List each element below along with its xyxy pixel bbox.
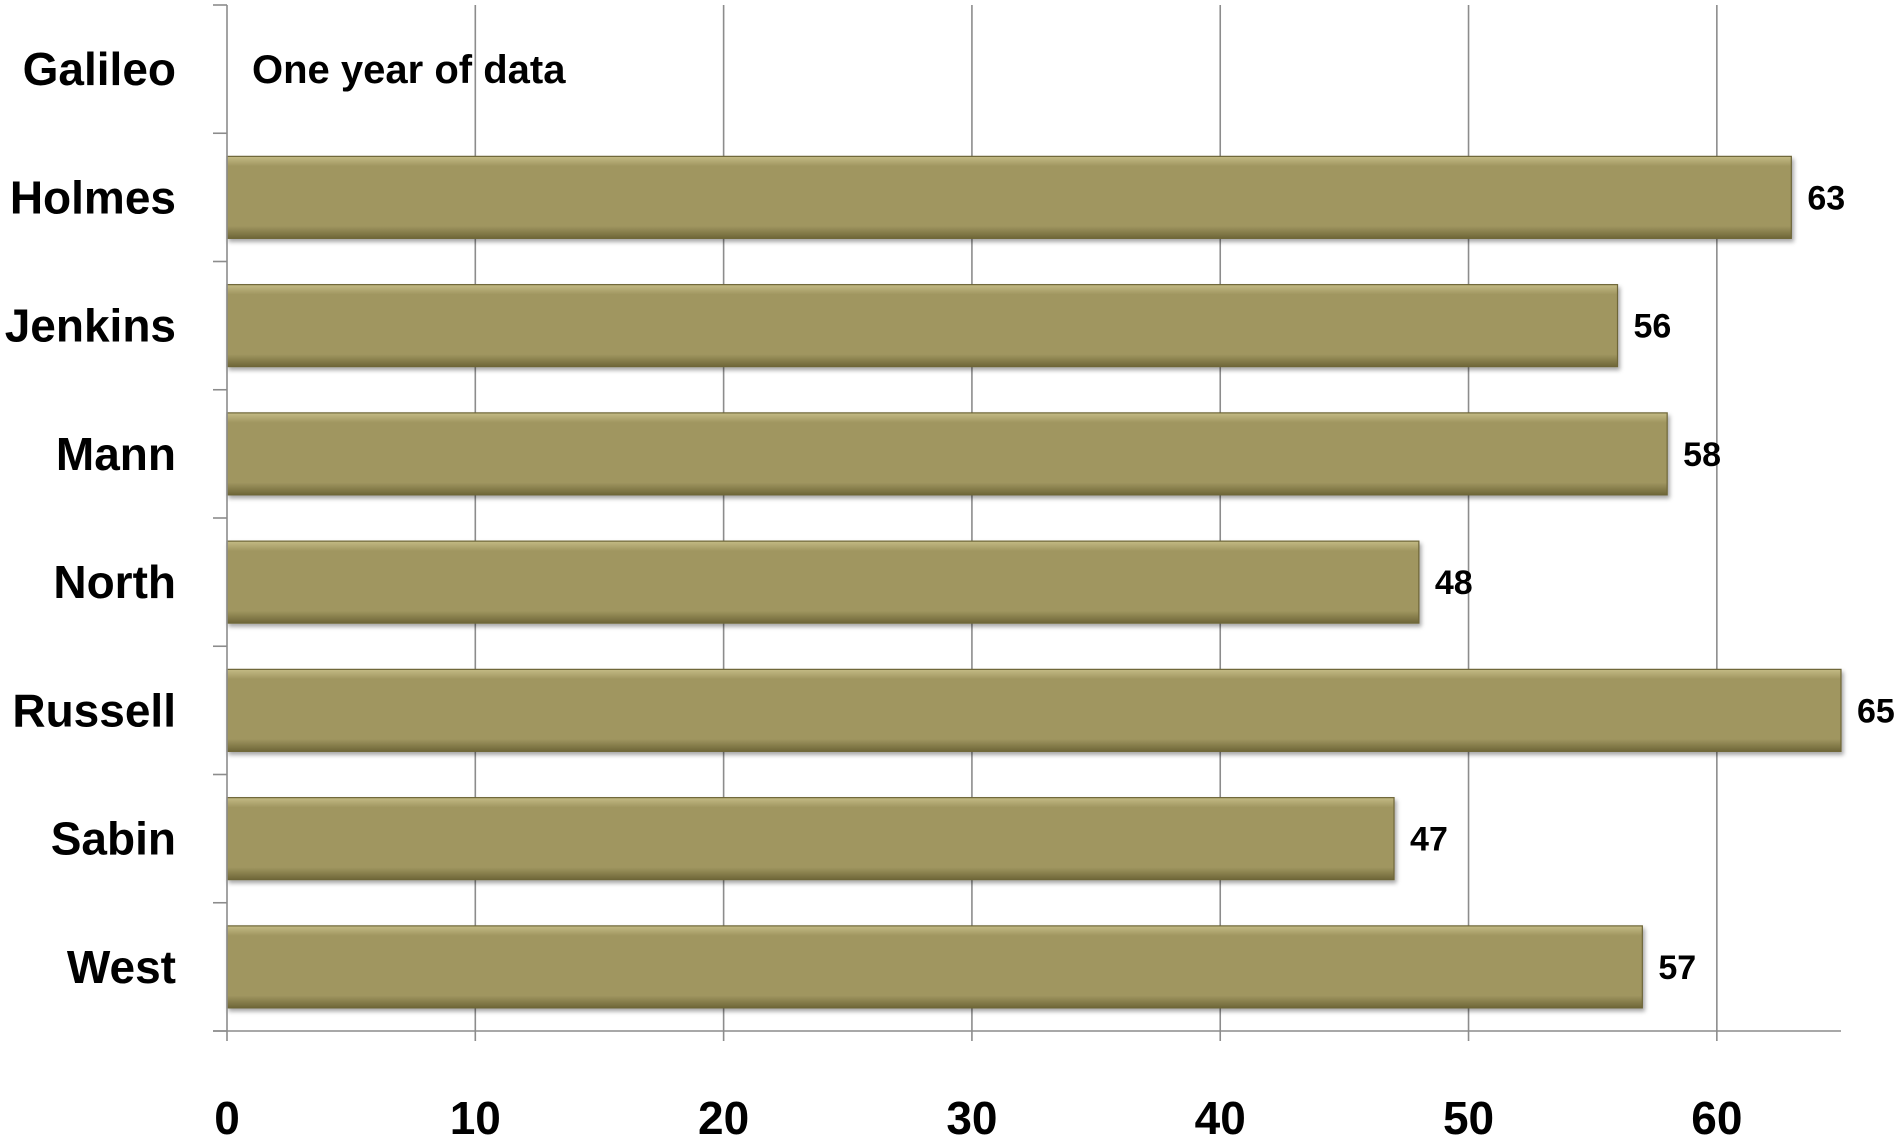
- data-label-russell: 65: [1857, 692, 1895, 730]
- x-tick-label: 40: [1195, 1092, 1246, 1141]
- category-label-mann: Mann: [56, 428, 176, 480]
- x-tick-label: 20: [698, 1092, 749, 1141]
- x-tick-label: 10: [450, 1092, 501, 1141]
- annotation-text: One year of data: [252, 48, 566, 92]
- axes: [213, 4, 1841, 1041]
- category-label-jenkins: Jenkins: [5, 300, 176, 352]
- labels: 0 10 20 30 40 50 60 Galileo Holmes 63 Jenkins 56 Man…: [5, 43, 1895, 1141]
- data-label-mann: 58: [1683, 436, 1721, 474]
- bar-north: [226, 540, 1420, 624]
- bar-mann: [226, 412, 1668, 496]
- bar-holmes: [226, 155, 1792, 239]
- category-label-north: North: [53, 556, 176, 608]
- bar-west: [226, 925, 1643, 1009]
- x-tick-label: 30: [946, 1092, 997, 1141]
- x-tick-label: 60: [1691, 1092, 1742, 1141]
- category-label-west: West: [67, 941, 176, 993]
- data-label-holmes: 63: [1807, 179, 1845, 217]
- data-label-jenkins: 56: [1634, 308, 1672, 346]
- x-tick-label: 50: [1443, 1092, 1494, 1141]
- category-label-sabin: Sabin: [51, 813, 176, 865]
- data-label-west: 57: [1658, 949, 1696, 987]
- bars: [226, 155, 1842, 1009]
- bar-jenkins: [226, 284, 1619, 368]
- category-label-russell: Russell: [12, 684, 176, 736]
- bar-sabin: [226, 797, 1395, 881]
- data-label-sabin: 47: [1410, 821, 1448, 859]
- category-label-galileo: Galileo: [23, 43, 176, 95]
- data-label-north: 48: [1435, 564, 1473, 602]
- bar-russell: [226, 668, 1842, 752]
- x-tick-label: 0: [214, 1092, 240, 1141]
- category-label-holmes: Holmes: [10, 171, 176, 223]
